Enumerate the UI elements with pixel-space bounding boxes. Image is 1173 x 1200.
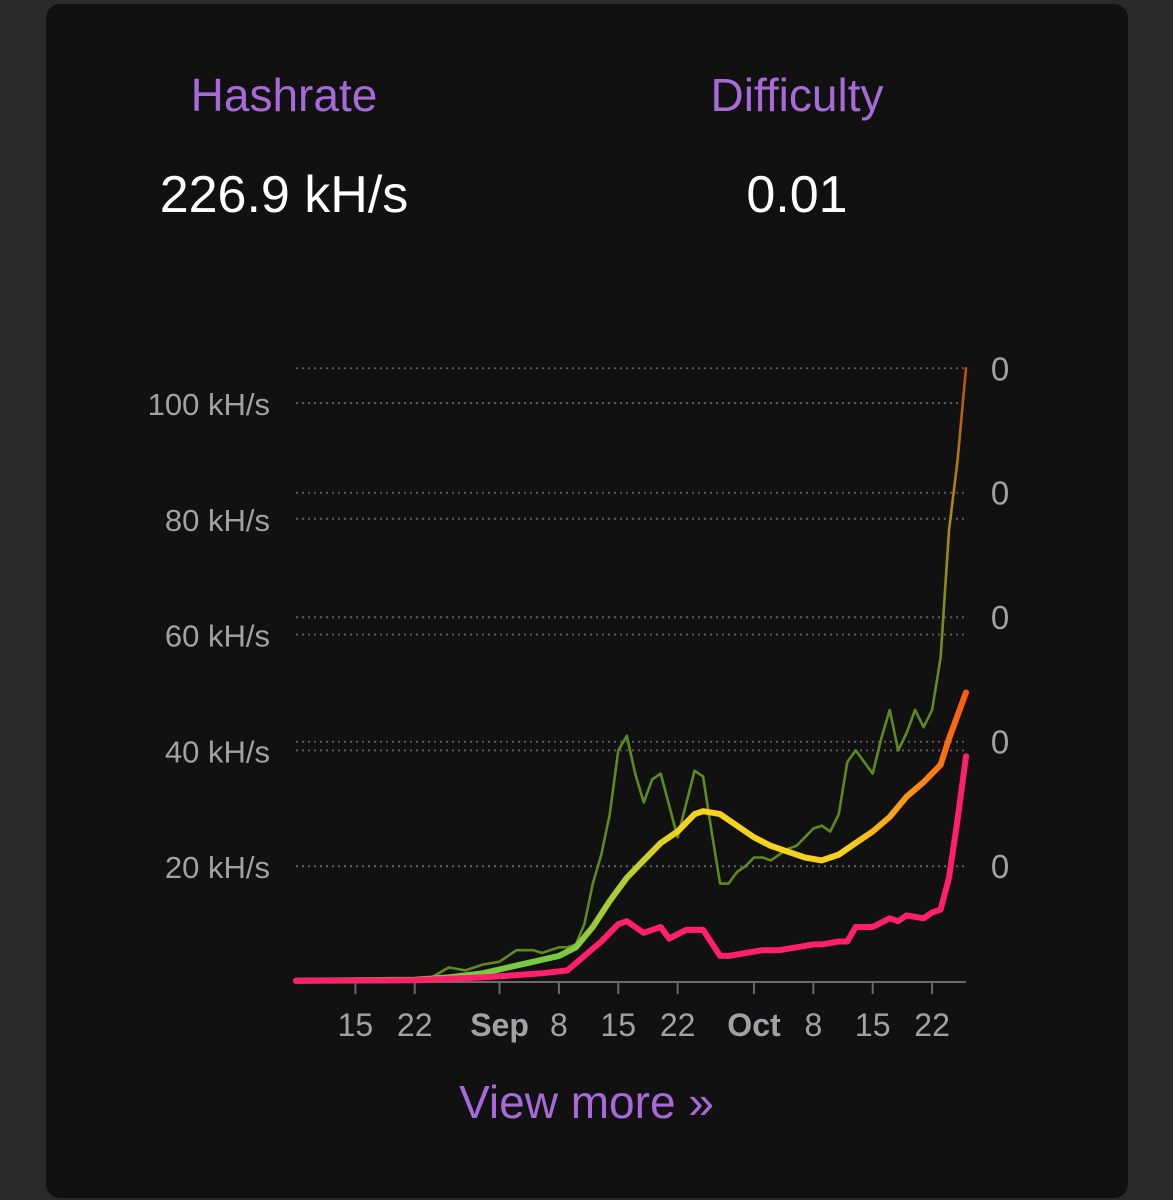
network-stats-card (46, 4, 1128, 1198)
series (293, 366, 969, 984)
x-tick-label: 8 (804, 1007, 822, 1043)
view-more-link[interactable]: View more » (459, 1076, 714, 1128)
left-tick-label: 20 kH/s (165, 850, 270, 885)
x-tick-label: Oct (727, 1007, 781, 1043)
left-tick-label: 40 kH/s (165, 734, 270, 769)
axes: 0 0 0 0 0 20 kH/s 40 kH/s 60 kH/s 80 kH/s 100 kH/… (148, 350, 1010, 1043)
x-tick-label: 22 (397, 1007, 433, 1043)
grid-lines (296, 367, 966, 868)
right-tick-label: 0 (991, 599, 1009, 636)
right-tick-label: 0 (991, 724, 1009, 761)
right-tick-label: 0 (991, 848, 1009, 885)
right-tick-label: 0 (991, 475, 1009, 512)
x-tick-label: 15 (338, 1007, 374, 1043)
raw-hashrate-line (294, 366, 968, 983)
hashrate-label: Hashrate (190, 69, 378, 121)
x-tick-label: 15 (600, 1007, 636, 1043)
difficulty-line (293, 753, 969, 984)
x-tick-label: 8 (550, 1007, 568, 1043)
x-tick-label: 15 (855, 1007, 891, 1043)
x-tick-label: 22 (660, 1007, 696, 1043)
right-tick-label: 0 (991, 350, 1009, 387)
left-tick-label: 100 kH/s (148, 387, 270, 422)
difficulty-label: Difficulty (710, 69, 884, 121)
hashrate-value: 226.9 kH/s (159, 166, 409, 224)
smoothed-hashrate-line (293, 689, 969, 984)
x-tick-label: 22 (914, 1007, 950, 1043)
left-tick-label: 80 kH/s (165, 503, 270, 538)
difficulty-value: 0.01 (746, 166, 848, 224)
left-tick-label: 60 kH/s (165, 619, 270, 654)
x-tick-label: Sep (470, 1007, 529, 1043)
